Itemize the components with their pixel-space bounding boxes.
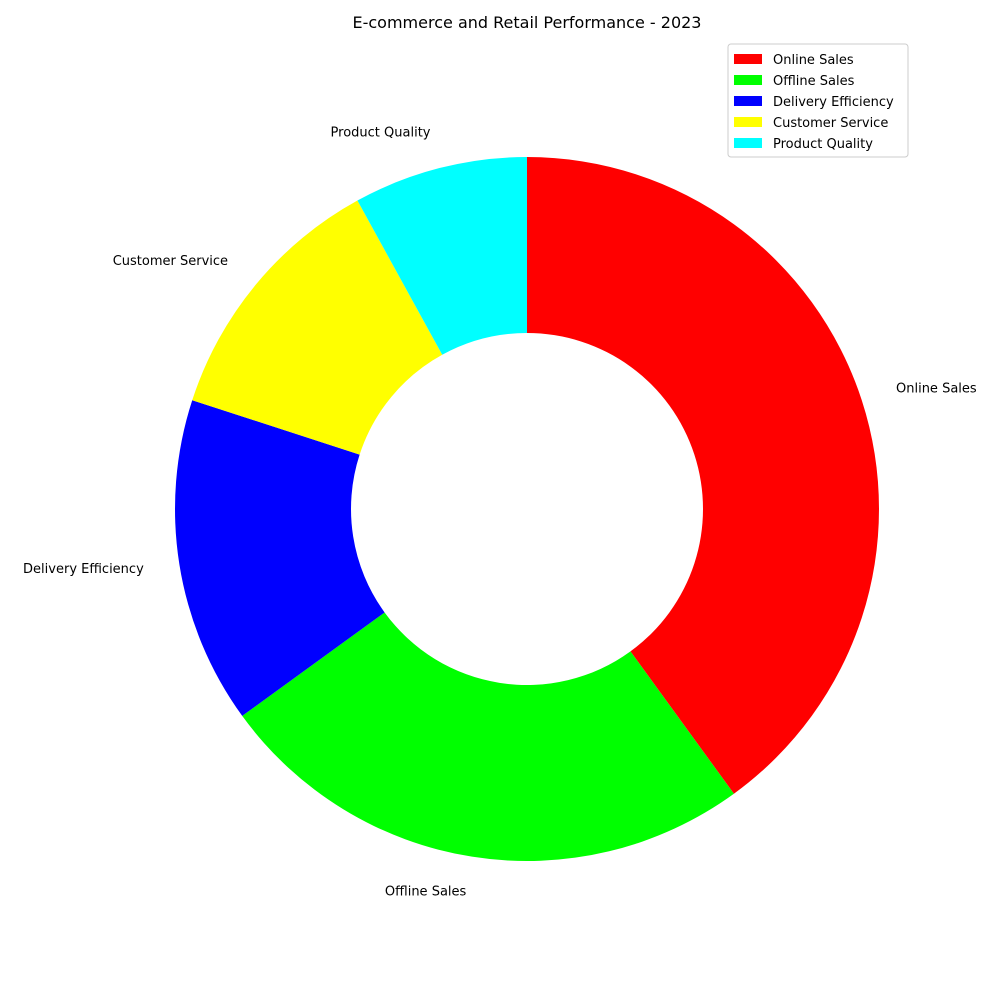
slices-group [174,157,879,862]
legend-swatch-online-sales [734,54,762,64]
slice-offline-sales [242,612,734,862]
slice-labels-group: Online Sales Offline Sales Delivery Effici… [23,126,977,900]
slice-label-offline-sales: Offline Sales [385,885,467,900]
legend-swatch-product-quality [734,138,762,148]
legend: Online Sales Offline Sales Delivery Effici… [727,43,909,158]
legend-label-online-sales: Online Sales [773,53,854,68]
legend-swatch-customer-service [734,117,762,127]
slice-label-online-sales: Online Sales [896,382,977,397]
slice-delivery-efficiency [174,400,385,716]
slice-label-delivery-efficiency: Delivery Efficiency [23,562,144,577]
legend-label-offline-sales: Offline Sales [773,74,855,89]
legend-frame [727,43,909,158]
legend-label-delivery-efficiency: Delivery Efficiency [773,95,894,110]
legend-label-customer-service: Customer Service [773,116,888,131]
legend-swatch-delivery-efficiency [734,96,762,106]
slice-customer-service [192,200,443,455]
slice-product-quality [357,157,527,355]
slice-label-product-quality: Product Quality [331,126,431,141]
chart-title: E-commerce and Retail Performance - 2023 [353,13,702,32]
legend-label-product-quality: Product Quality [773,137,873,152]
legend-swatch-offline-sales [734,75,762,85]
slice-label-customer-service: Customer Service [113,254,228,269]
slice-online-sales [527,157,879,794]
